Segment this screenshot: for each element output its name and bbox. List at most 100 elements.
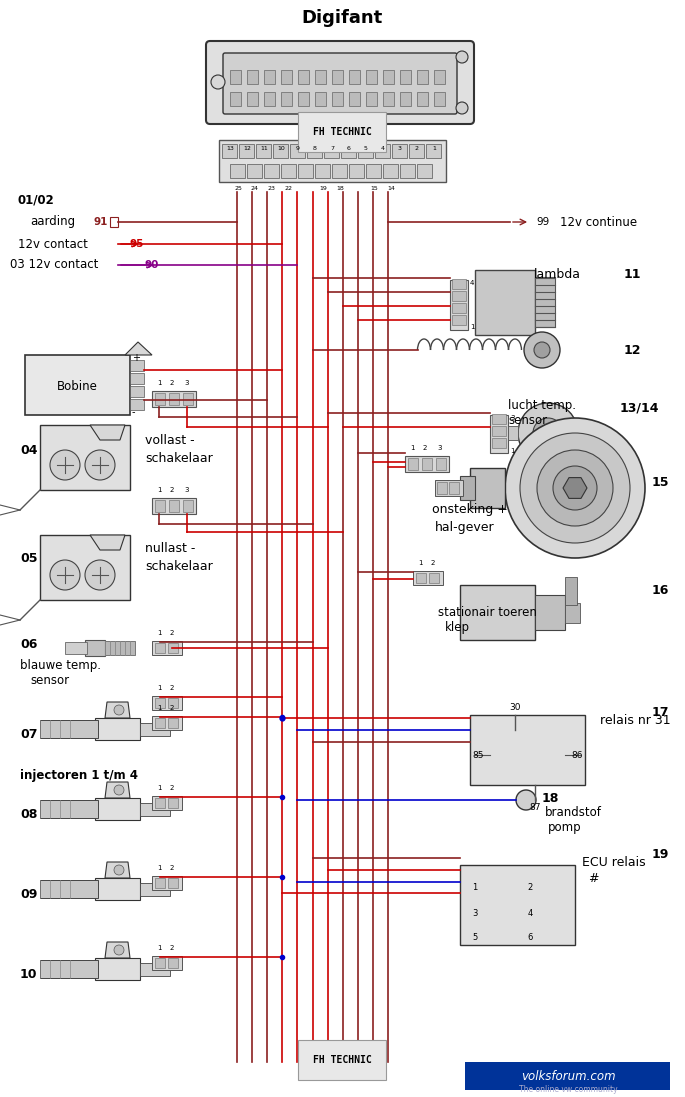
Circle shape: [516, 790, 536, 810]
Bar: [315, 92, 326, 106]
Bar: [349, 92, 360, 106]
Text: lucht temp.: lucht temp.: [508, 398, 576, 411]
Bar: [169, 393, 179, 405]
Text: 1: 1: [157, 380, 162, 386]
Circle shape: [537, 450, 613, 525]
Bar: [416, 573, 426, 583]
Text: 8: 8: [313, 146, 317, 150]
Polygon shape: [90, 425, 125, 440]
Bar: [40, 535, 130, 600]
Bar: [264, 70, 275, 84]
Circle shape: [50, 450, 80, 480]
Bar: [273, 144, 288, 158]
Bar: [85, 640, 105, 656]
Bar: [341, 144, 356, 158]
Text: 3: 3: [437, 445, 442, 451]
Polygon shape: [563, 477, 587, 498]
Bar: [155, 643, 165, 653]
Bar: [375, 144, 390, 158]
Circle shape: [520, 433, 630, 543]
Bar: [417, 163, 432, 178]
Text: 2: 2: [170, 785, 175, 791]
Circle shape: [85, 450, 115, 480]
Text: nullast -: nullast -: [145, 542, 195, 554]
Text: stationair toeren: stationair toeren: [438, 606, 537, 619]
Text: 3: 3: [398, 146, 402, 150]
Bar: [264, 92, 275, 106]
Bar: [436, 459, 446, 470]
Text: 12v continue: 12v continue: [560, 215, 637, 228]
Polygon shape: [125, 342, 152, 355]
Text: schakelaar: schakelaar: [145, 559, 213, 573]
Bar: [492, 426, 506, 436]
Text: 2: 2: [527, 883, 533, 893]
Bar: [322, 118, 358, 131]
Bar: [452, 291, 466, 301]
Text: Bobine: Bobine: [57, 381, 97, 394]
Bar: [152, 641, 182, 655]
Text: 25: 25: [234, 185, 242, 191]
Bar: [152, 955, 182, 970]
Text: 18: 18: [542, 792, 560, 804]
Text: 16: 16: [652, 584, 669, 597]
Text: -: -: [132, 407, 136, 417]
Bar: [264, 163, 279, 178]
Bar: [230, 70, 241, 84]
Bar: [95, 958, 140, 980]
Bar: [475, 270, 535, 335]
Bar: [183, 500, 193, 512]
Text: relais nr 31: relais nr 31: [600, 713, 671, 726]
Bar: [281, 163, 296, 178]
Bar: [332, 92, 343, 106]
Text: onsteking +: onsteking +: [432, 504, 508, 517]
Text: 13/14: 13/14: [620, 402, 660, 415]
Bar: [535, 278, 555, 327]
Bar: [105, 641, 135, 655]
Text: FH TECHNIC: FH TECHNIC: [312, 1055, 371, 1065]
Bar: [290, 144, 305, 158]
Bar: [565, 603, 580, 623]
Text: schakelaar: schakelaar: [145, 452, 213, 464]
Bar: [435, 480, 463, 496]
Bar: [392, 144, 407, 158]
Bar: [281, 70, 292, 84]
Bar: [450, 280, 468, 330]
Text: 2: 2: [170, 866, 175, 871]
Text: 9: 9: [296, 146, 300, 150]
Bar: [383, 70, 394, 84]
Bar: [247, 163, 262, 178]
Bar: [383, 163, 398, 178]
Circle shape: [114, 866, 124, 875]
Bar: [492, 438, 506, 448]
Bar: [140, 963, 170, 976]
Text: sensor: sensor: [508, 414, 547, 427]
Circle shape: [524, 332, 560, 367]
Text: 14: 14: [387, 185, 395, 191]
Text: FH TECHNIC: FH TECHNIC: [312, 127, 371, 137]
Bar: [400, 163, 415, 178]
Text: 1: 1: [157, 685, 162, 691]
Text: 7: 7: [330, 146, 334, 150]
Text: klep: klep: [445, 622, 470, 634]
Bar: [239, 144, 254, 158]
Bar: [40, 880, 98, 898]
Bar: [65, 642, 87, 654]
Polygon shape: [105, 702, 130, 719]
Bar: [460, 585, 535, 640]
Bar: [400, 92, 411, 106]
Bar: [168, 878, 178, 887]
Text: sensor: sensor: [30, 674, 69, 687]
Text: 17: 17: [652, 705, 669, 719]
Circle shape: [211, 75, 225, 89]
Bar: [168, 643, 178, 653]
Text: 2: 2: [415, 146, 419, 150]
Text: volksforum.com: volksforum.com: [521, 1070, 615, 1083]
Bar: [152, 498, 196, 514]
Text: #: #: [588, 871, 599, 884]
Bar: [140, 883, 170, 896]
Text: 15: 15: [652, 475, 669, 488]
Text: 19: 19: [652, 848, 669, 861]
Bar: [315, 70, 326, 84]
Text: 4: 4: [381, 146, 385, 150]
Bar: [417, 92, 428, 106]
